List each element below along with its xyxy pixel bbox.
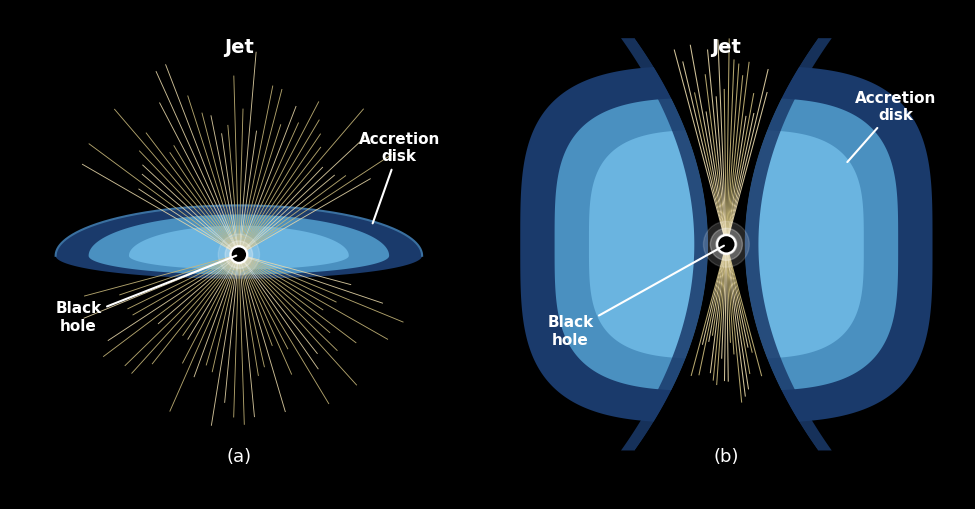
Polygon shape [635, 38, 818, 450]
Circle shape [231, 247, 247, 262]
Polygon shape [621, 38, 708, 450]
Polygon shape [89, 214, 389, 274]
Circle shape [711, 228, 742, 261]
Text: Black
hole: Black hole [548, 246, 724, 348]
Polygon shape [589, 130, 864, 359]
Polygon shape [129, 225, 349, 269]
Circle shape [225, 241, 253, 268]
Polygon shape [521, 66, 932, 423]
Circle shape [704, 221, 749, 267]
Circle shape [218, 234, 259, 275]
Polygon shape [555, 98, 898, 391]
Text: Jet: Jet [224, 38, 254, 57]
Text: Accretion
disk: Accretion disk [847, 91, 937, 162]
Polygon shape [635, 38, 818, 450]
Polygon shape [745, 38, 832, 450]
Text: (b): (b) [714, 448, 739, 466]
Text: Jet: Jet [712, 38, 741, 57]
Circle shape [716, 234, 737, 254]
Text: Black
hole: Black hole [56, 256, 236, 334]
Text: (a): (a) [226, 448, 252, 466]
Circle shape [719, 236, 734, 252]
Polygon shape [56, 206, 422, 278]
Text: Accretion
disk: Accretion disk [359, 132, 440, 223]
Circle shape [230, 245, 248, 264]
